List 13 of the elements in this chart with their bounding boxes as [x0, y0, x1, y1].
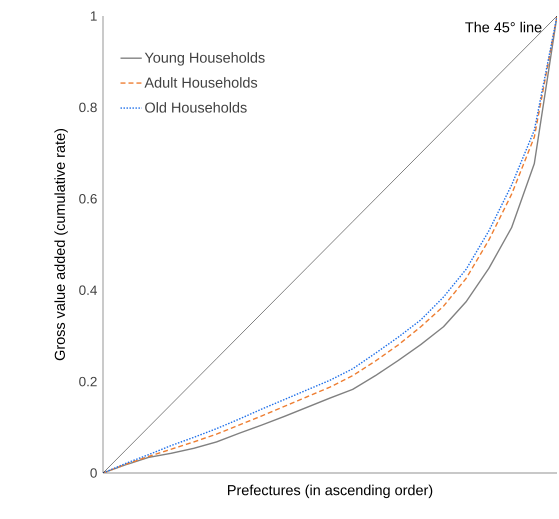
legend-label: Young Households [144, 52, 265, 66]
legend-label: Adult Households [144, 77, 258, 88]
legend-label: Old Households [145, 102, 247, 113]
y-tick-label: 0.6 [79, 194, 97, 204]
y-tick-label: 0.4 [79, 285, 97, 295]
annotation: The 45° line [465, 22, 542, 32]
line-series [103, 16, 558, 473]
y-tick-label: 0.8 [79, 102, 97, 112]
y-axis-title: Gross value added (cumulative rate) [54, 129, 68, 360]
y-tick-label: 0.2 [79, 376, 97, 386]
y-tick-label: 1 [90, 11, 97, 21]
y-tick-label: 0 [90, 468, 97, 478]
x-axis-title: Prefectures (in ascending order) [228, 484, 432, 498]
